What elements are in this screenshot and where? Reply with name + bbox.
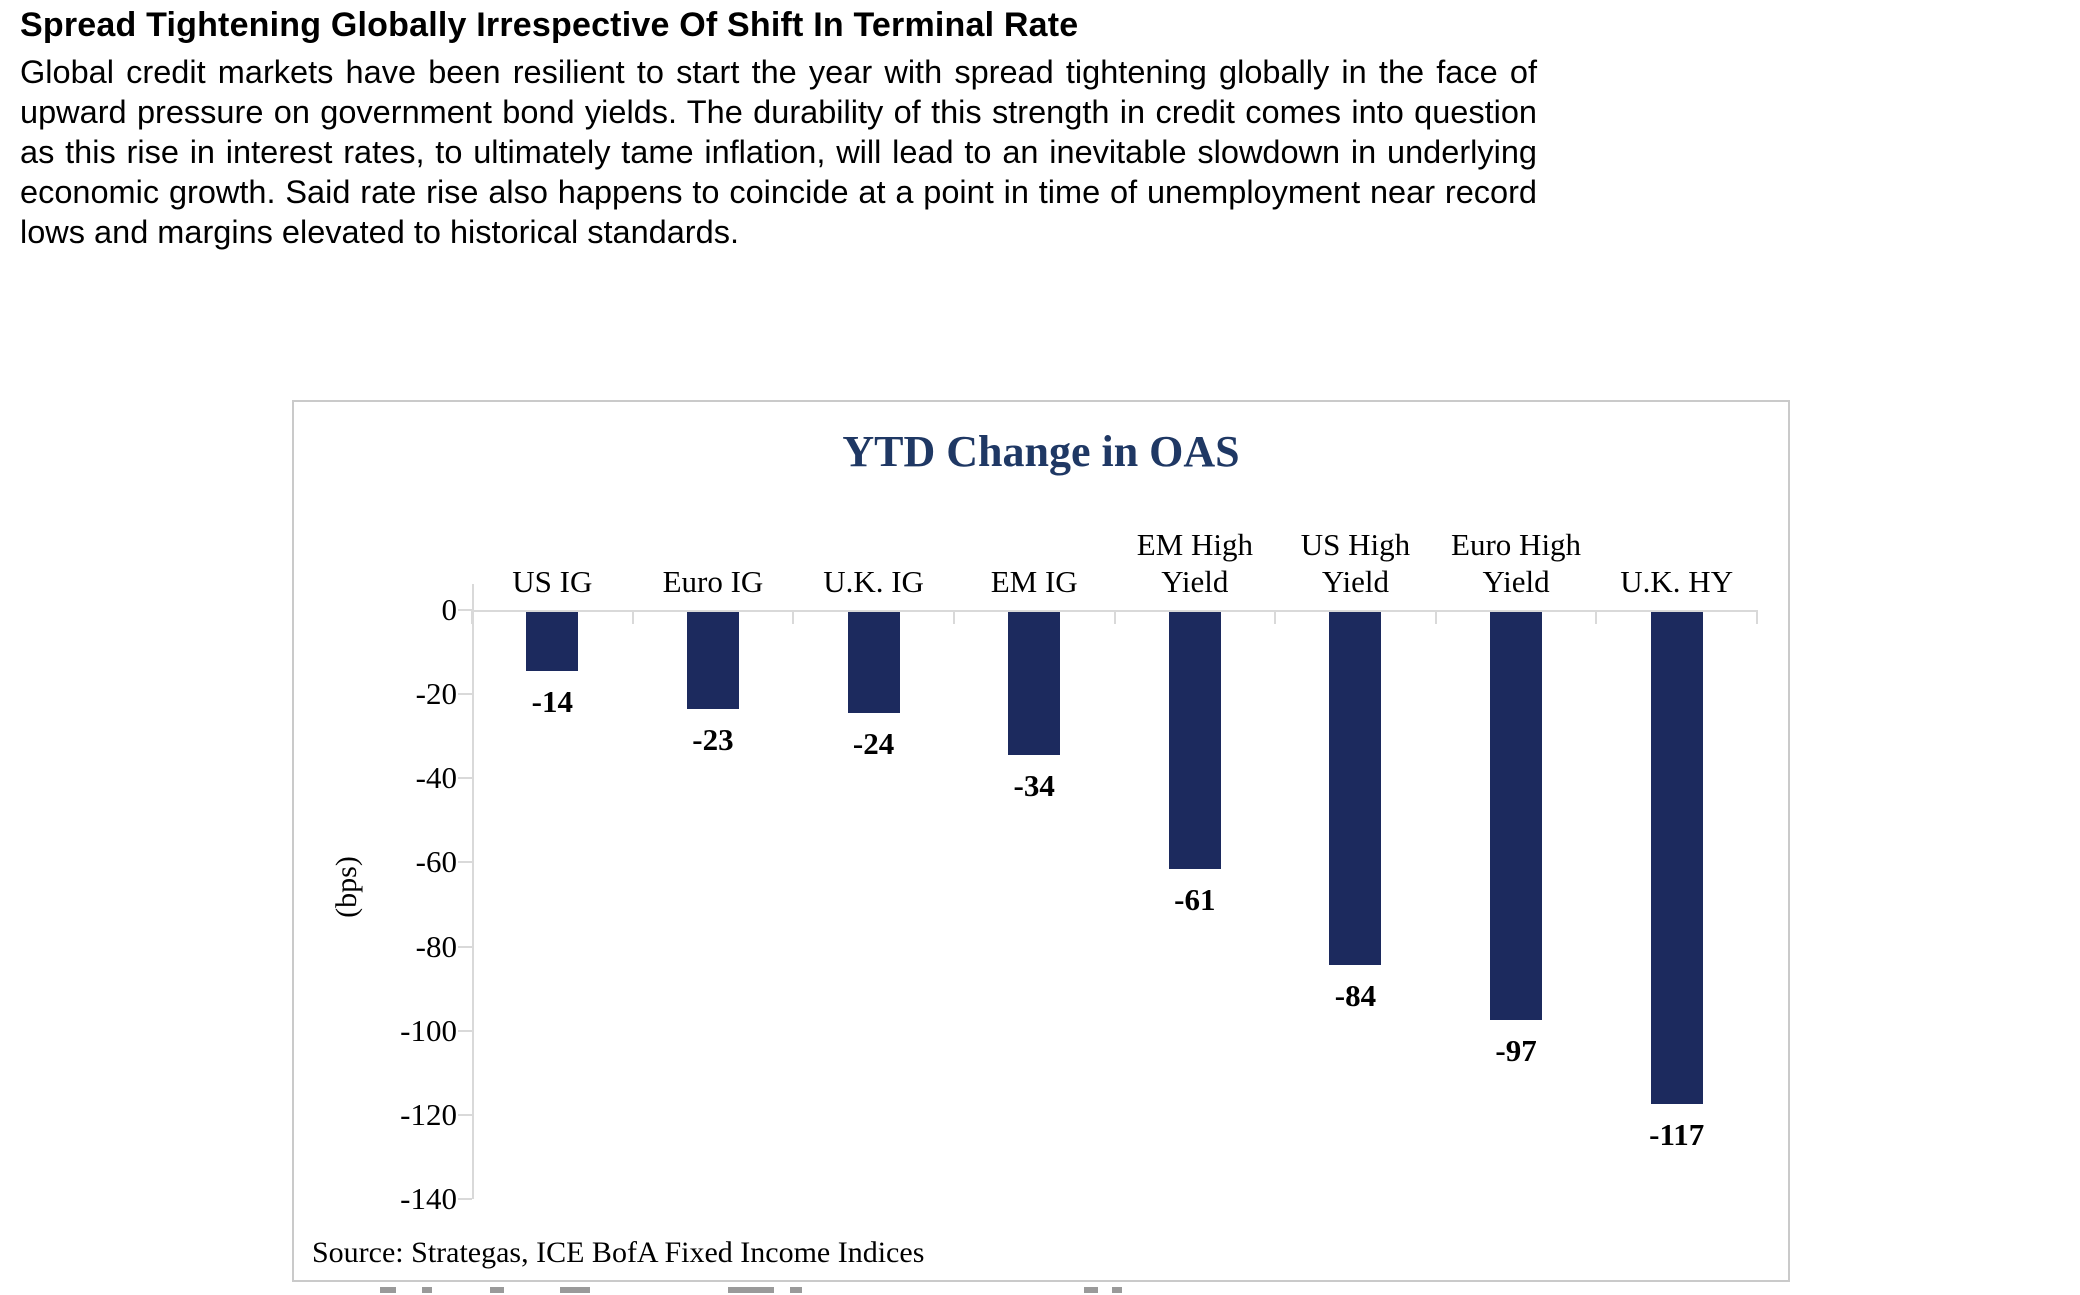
y-tick-label: -120 xyxy=(400,1096,457,1132)
category-tick-mark xyxy=(1595,610,1598,624)
category-label: U.K. HY xyxy=(1620,564,1734,599)
bar-value-label: -117 xyxy=(1649,1117,1705,1153)
source-note: Source: Strategas, ICE BofA Fixed Income… xyxy=(312,1236,925,1269)
category-tick-mark xyxy=(631,610,634,624)
bar xyxy=(847,612,900,713)
bar-value-label: -23 xyxy=(692,721,734,757)
y-tick-label: -100 xyxy=(400,1012,457,1048)
category-label: US High Yield xyxy=(1300,527,1411,599)
bar xyxy=(1168,612,1221,869)
category-tick-mark xyxy=(1274,610,1277,624)
category-label: U.K. IG xyxy=(823,564,924,599)
y-tick-mark xyxy=(458,609,472,611)
category-label: US IG xyxy=(512,564,593,599)
chart-title: YTD Change in OAS xyxy=(842,427,1240,476)
category-tick-mark xyxy=(792,610,795,624)
y-tick-label: -80 xyxy=(415,928,457,964)
bar xyxy=(1008,612,1061,756)
category-label: EM IG xyxy=(990,564,1078,599)
bar xyxy=(686,612,739,709)
bar-value-label: -84 xyxy=(1334,978,1377,1014)
bar-value-label: -34 xyxy=(1013,768,1055,804)
bar xyxy=(1650,612,1703,1105)
y-tick-mark xyxy=(458,945,472,948)
bar xyxy=(526,612,579,671)
category-label: EM High Yield xyxy=(1136,527,1253,599)
category-tick-mark xyxy=(1434,610,1437,624)
page-title: Spread Tightening Globally Irrespective … xyxy=(20,6,1079,44)
category-tick-mark xyxy=(471,610,473,624)
bar-value-label: -14 xyxy=(531,683,573,719)
y-tick-label: -60 xyxy=(415,844,457,880)
y-tick-label: -140 xyxy=(400,1181,457,1216)
y-tick-label: 0 xyxy=(441,592,458,627)
y-tick-label: -40 xyxy=(415,760,457,796)
bar-value-label: -24 xyxy=(852,725,895,761)
y-tick-mark xyxy=(458,1198,472,1200)
plot-area: 0 -20 -40 -60 -80 -100 -120 -140 -14 US IG -23 Euro… xyxy=(294,402,1788,1280)
bar xyxy=(1329,612,1382,966)
chart-container: YTD Change in OAS (bps) 0 -20 -40 -60 -80 -10… xyxy=(292,400,1790,1282)
category-label: Euro IG xyxy=(662,564,764,599)
y-tick-mark xyxy=(458,1113,472,1116)
category-tick-mark xyxy=(952,610,955,624)
bar-value-label: -97 xyxy=(1495,1033,1537,1069)
cutoff-text-fragments xyxy=(0,1287,2080,1295)
y-tick-mark xyxy=(458,693,472,696)
category-tick-mark xyxy=(1113,610,1116,624)
y-tick-mark xyxy=(458,1029,472,1032)
bar-value-label: -61 xyxy=(1174,881,1216,917)
y-tick-label: -20 xyxy=(415,676,457,712)
commentary-paragraph: Global credit markets have been resilien… xyxy=(20,54,1537,250)
y-tick-mark xyxy=(458,777,472,780)
category-label: Euro High Yield xyxy=(1451,527,1582,599)
category-tick-mark xyxy=(1756,610,1758,624)
y-tick-mark xyxy=(458,861,472,864)
y-axis-line xyxy=(472,584,474,1199)
bar xyxy=(1490,612,1543,1021)
